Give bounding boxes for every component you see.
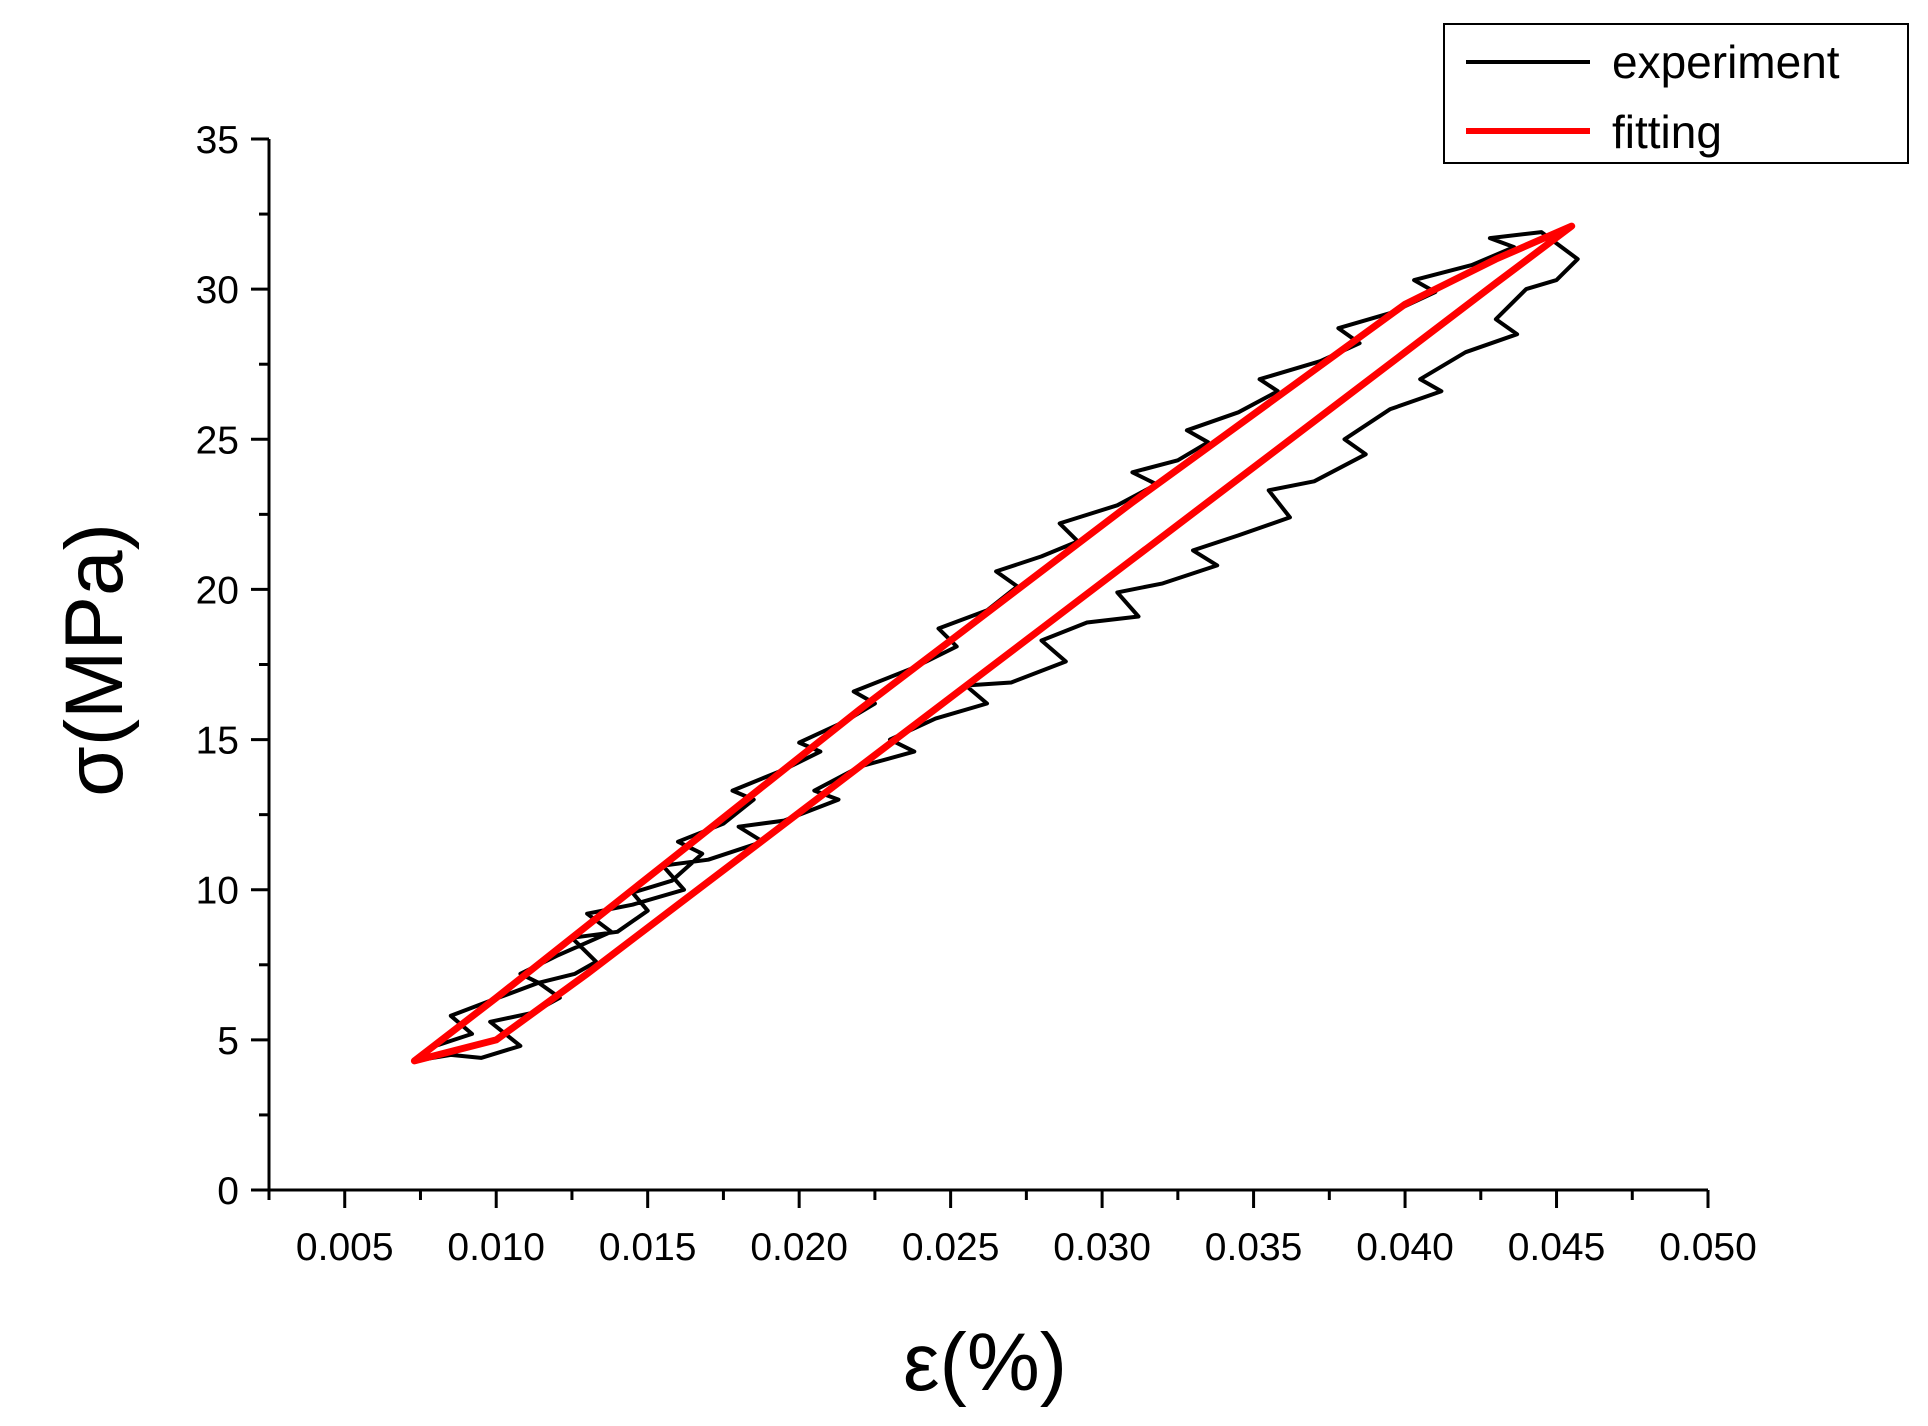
x-tick-label: 0.025	[902, 1226, 1000, 1269]
x-tick-label: 0.030	[1053, 1226, 1151, 1269]
x-tick-label: 0.015	[599, 1226, 697, 1269]
y-tick-label: 25	[196, 419, 239, 462]
y-tick-label: 30	[196, 269, 239, 312]
legend-label-experiment: experiment	[1612, 36, 1840, 88]
x-axis-title: ε(%)	[903, 1317, 1067, 1408]
y-tick-label: 15	[196, 720, 239, 763]
x-tick-label: 0.035	[1205, 1226, 1303, 1269]
tick-labels: 0 5 10 15 20 25 30 35 0.005 0.010 0.015 0.020 0.025 0…	[196, 119, 1757, 1269]
x-tick-label: 0.045	[1508, 1226, 1606, 1269]
x-tick-label: 0.040	[1356, 1226, 1454, 1269]
y-tick-label: 5	[217, 1020, 239, 1063]
series-layer	[410, 222, 1580, 1065]
y-tick-label: 0	[217, 1170, 239, 1213]
x-tick-label: 0.050	[1659, 1226, 1757, 1269]
legend-box	[1443, 23, 1909, 164]
y-axis-title: σ(MPa)	[49, 523, 140, 797]
y-tick-label: 10	[196, 870, 239, 913]
y-tick-label: 35	[196, 119, 239, 162]
x-tick-label: 0.010	[447, 1226, 545, 1269]
x-tick-label: 0.020	[750, 1226, 848, 1269]
axes	[251, 137, 1710, 1208]
series-fitting	[410, 222, 1576, 1065]
x-tick-label: 0.005	[296, 1226, 394, 1269]
series-experiment	[412, 230, 1580, 1063]
y-tick-label: 20	[196, 569, 239, 612]
legend: experiment fitting	[1443, 23, 1909, 164]
legend-label-fitting: fitting	[1612, 106, 1722, 158]
